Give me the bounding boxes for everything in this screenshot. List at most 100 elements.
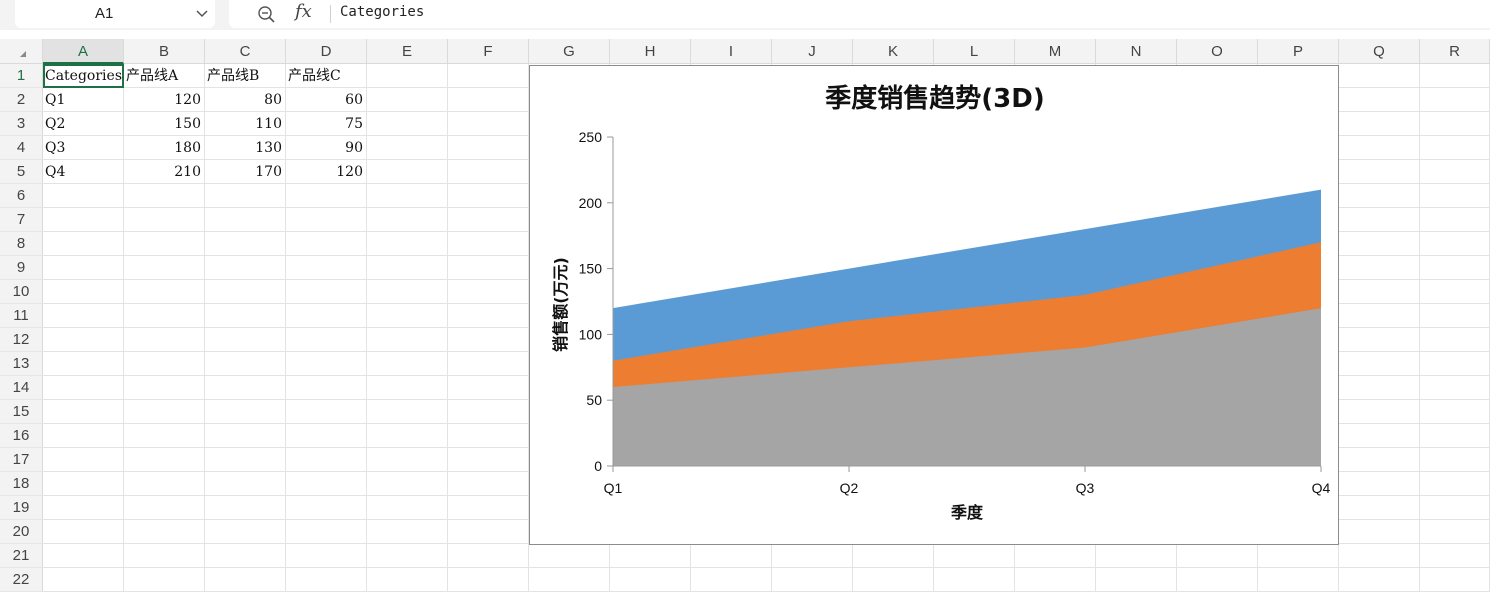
cell-d19[interactable]	[286, 496, 367, 520]
cell-d8[interactable]	[286, 232, 367, 256]
cell-e10[interactable]	[367, 280, 448, 304]
cell-d18[interactable]	[286, 472, 367, 496]
cell-q7[interactable]	[1339, 208, 1420, 232]
cell-r7[interactable]	[1420, 208, 1490, 232]
cell-q12[interactable]	[1339, 328, 1420, 352]
cell-c4[interactable]: 130	[205, 136, 286, 160]
cell-d6[interactable]	[286, 184, 367, 208]
cell-a13[interactable]	[43, 352, 124, 376]
cell-a21[interactable]	[43, 544, 124, 568]
cell-l22[interactable]	[934, 568, 1015, 592]
cell-b17[interactable]	[124, 448, 205, 472]
col-header-b[interactable]: B	[124, 39, 205, 64]
cell-d3[interactable]: 75	[286, 112, 367, 136]
cell-a12[interactable]	[43, 328, 124, 352]
cell-f20[interactable]	[448, 520, 529, 544]
cell-f4[interactable]	[448, 136, 529, 160]
cell-n22[interactable]	[1096, 568, 1177, 592]
cell-c1[interactable]: 产品线B	[205, 64, 286, 88]
cell-a1[interactable]: Categories	[43, 64, 124, 88]
cell-e20[interactable]	[367, 520, 448, 544]
cell-e19[interactable]	[367, 496, 448, 520]
row-header-11[interactable]: 11	[0, 304, 43, 328]
cell-q16[interactable]	[1339, 424, 1420, 448]
cell-n21[interactable]	[1096, 544, 1177, 568]
cell-d22[interactable]	[286, 568, 367, 592]
cell-b16[interactable]	[124, 424, 205, 448]
cell-o22[interactable]	[1177, 568, 1258, 592]
cell-b4[interactable]: 180	[124, 136, 205, 160]
cell-b21[interactable]	[124, 544, 205, 568]
row-header-6[interactable]: 6	[0, 184, 43, 208]
cell-q9[interactable]	[1339, 256, 1420, 280]
cell-f19[interactable]	[448, 496, 529, 520]
cell-d1[interactable]: 产品线C	[286, 64, 367, 88]
cell-c13[interactable]	[205, 352, 286, 376]
cell-d17[interactable]	[286, 448, 367, 472]
cell-q18[interactable]	[1339, 472, 1420, 496]
cell-r3[interactable]	[1420, 112, 1490, 136]
cell-a3[interactable]: Q2	[43, 112, 124, 136]
row-header-7[interactable]: 7	[0, 208, 43, 232]
cell-r11[interactable]	[1420, 304, 1490, 328]
cell-r14[interactable]	[1420, 376, 1490, 400]
row-header-21[interactable]: 21	[0, 544, 43, 568]
cell-b20[interactable]	[124, 520, 205, 544]
cell-q2[interactable]	[1339, 88, 1420, 112]
cell-q20[interactable]	[1339, 520, 1420, 544]
zoom-out-icon[interactable]	[257, 5, 277, 30]
name-box[interactable]: A1	[15, 0, 215, 28]
cell-r12[interactable]	[1420, 328, 1490, 352]
cell-f16[interactable]	[448, 424, 529, 448]
cell-f22[interactable]	[448, 568, 529, 592]
cell-e3[interactable]	[367, 112, 448, 136]
cell-r13[interactable]	[1420, 352, 1490, 376]
cell-r5[interactable]	[1420, 160, 1490, 184]
col-header-n[interactable]: N	[1096, 39, 1177, 64]
row-header-20[interactable]: 20	[0, 520, 43, 544]
cell-j21[interactable]	[772, 544, 853, 568]
cell-f2[interactable]	[448, 88, 529, 112]
cell-c10[interactable]	[205, 280, 286, 304]
cell-r18[interactable]	[1420, 472, 1490, 496]
cell-q14[interactable]	[1339, 376, 1420, 400]
cell-b3[interactable]: 150	[124, 112, 205, 136]
cell-r17[interactable]	[1420, 448, 1490, 472]
cell-p22[interactable]	[1258, 568, 1339, 592]
cell-q3[interactable]	[1339, 112, 1420, 136]
cell-e7[interactable]	[367, 208, 448, 232]
cell-a15[interactable]	[43, 400, 124, 424]
col-header-r[interactable]: R	[1420, 39, 1490, 64]
cell-h21[interactable]	[610, 544, 691, 568]
col-header-h[interactable]: H	[610, 39, 691, 64]
cell-c11[interactable]	[205, 304, 286, 328]
cell-a18[interactable]	[43, 472, 124, 496]
cell-a14[interactable]	[43, 376, 124, 400]
cell-f17[interactable]	[448, 448, 529, 472]
cell-f21[interactable]	[448, 544, 529, 568]
cell-a5[interactable]: Q4	[43, 160, 124, 184]
cell-a20[interactable]	[43, 520, 124, 544]
cell-c9[interactable]	[205, 256, 286, 280]
cell-e15[interactable]	[367, 400, 448, 424]
cell-c20[interactable]	[205, 520, 286, 544]
row-header-14[interactable]: 14	[0, 376, 43, 400]
cell-c12[interactable]	[205, 328, 286, 352]
cell-q13[interactable]	[1339, 352, 1420, 376]
cell-a11[interactable]	[43, 304, 124, 328]
cell-e12[interactable]	[367, 328, 448, 352]
cell-b5[interactable]: 210	[124, 160, 205, 184]
cell-c2[interactable]: 80	[205, 88, 286, 112]
cell-m21[interactable]	[1015, 544, 1096, 568]
col-header-o[interactable]: O	[1177, 39, 1258, 64]
cell-q17[interactable]	[1339, 448, 1420, 472]
cell-r8[interactable]	[1420, 232, 1490, 256]
cell-c21[interactable]	[205, 544, 286, 568]
cell-b8[interactable]	[124, 232, 205, 256]
cell-f3[interactable]	[448, 112, 529, 136]
cell-e18[interactable]	[367, 472, 448, 496]
cell-a6[interactable]	[43, 184, 124, 208]
cell-q19[interactable]	[1339, 496, 1420, 520]
cell-b11[interactable]	[124, 304, 205, 328]
row-header-2[interactable]: 2	[0, 88, 43, 112]
